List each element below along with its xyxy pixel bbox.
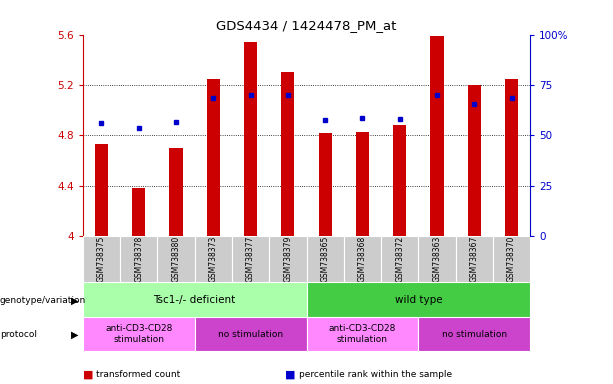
Text: anti-CD3-CD28
stimulation: anti-CD3-CD28 stimulation bbox=[105, 324, 172, 344]
Bar bbox=[195, 236, 232, 282]
Text: Tsc1-/- deficient: Tsc1-/- deficient bbox=[153, 295, 236, 305]
Text: percentile rank within the sample: percentile rank within the sample bbox=[299, 370, 452, 379]
Bar bbox=[493, 236, 530, 282]
Bar bbox=[319, 133, 332, 236]
Text: GSM738368: GSM738368 bbox=[358, 236, 367, 282]
Bar bbox=[120, 236, 158, 282]
Bar bbox=[95, 144, 108, 236]
Bar bbox=[232, 236, 269, 282]
Text: GSM738370: GSM738370 bbox=[507, 236, 516, 282]
Text: ■: ■ bbox=[83, 369, 93, 379]
Bar bbox=[306, 317, 418, 351]
Title: GDS4434 / 1424478_PM_at: GDS4434 / 1424478_PM_at bbox=[216, 19, 397, 32]
Bar bbox=[158, 236, 195, 282]
Text: GSM738373: GSM738373 bbox=[209, 236, 218, 282]
Bar bbox=[344, 236, 381, 282]
Text: wild type: wild type bbox=[395, 295, 442, 305]
Bar bbox=[306, 236, 344, 282]
Text: ▶: ▶ bbox=[71, 330, 78, 340]
Bar bbox=[83, 236, 120, 282]
Bar bbox=[269, 236, 306, 282]
Bar bbox=[83, 317, 195, 351]
Bar bbox=[356, 132, 369, 236]
Bar bbox=[195, 317, 306, 351]
Text: ▶: ▶ bbox=[71, 295, 78, 305]
Text: no stimulation: no stimulation bbox=[442, 329, 507, 339]
Text: no stimulation: no stimulation bbox=[218, 329, 283, 339]
Text: GSM738378: GSM738378 bbox=[134, 236, 143, 282]
Bar bbox=[430, 36, 444, 236]
Text: genotype/variation: genotype/variation bbox=[0, 296, 86, 305]
Bar bbox=[83, 282, 306, 317]
Text: GSM738363: GSM738363 bbox=[433, 236, 441, 282]
Bar bbox=[207, 79, 220, 236]
Bar bbox=[381, 236, 418, 282]
Text: transformed count: transformed count bbox=[96, 370, 180, 379]
Bar bbox=[455, 236, 493, 282]
Text: protocol: protocol bbox=[0, 330, 37, 339]
Bar bbox=[306, 282, 530, 317]
Text: GSM738380: GSM738380 bbox=[172, 236, 180, 282]
Bar bbox=[418, 317, 530, 351]
Bar bbox=[468, 85, 481, 236]
Bar bbox=[505, 79, 518, 236]
Text: GSM738375: GSM738375 bbox=[97, 236, 106, 282]
Text: GSM738377: GSM738377 bbox=[246, 236, 255, 282]
Text: anti-CD3-CD28
stimulation: anti-CD3-CD28 stimulation bbox=[329, 324, 396, 344]
Text: GSM738365: GSM738365 bbox=[321, 236, 330, 282]
Bar bbox=[281, 72, 294, 236]
Bar bbox=[132, 188, 145, 236]
Text: GSM738367: GSM738367 bbox=[470, 236, 479, 282]
Bar bbox=[418, 236, 455, 282]
Text: ■: ■ bbox=[285, 369, 295, 379]
Bar bbox=[169, 148, 183, 236]
Text: GSM738372: GSM738372 bbox=[395, 236, 404, 282]
Text: GSM738379: GSM738379 bbox=[283, 236, 292, 282]
Bar bbox=[393, 125, 406, 236]
Bar bbox=[244, 42, 257, 236]
